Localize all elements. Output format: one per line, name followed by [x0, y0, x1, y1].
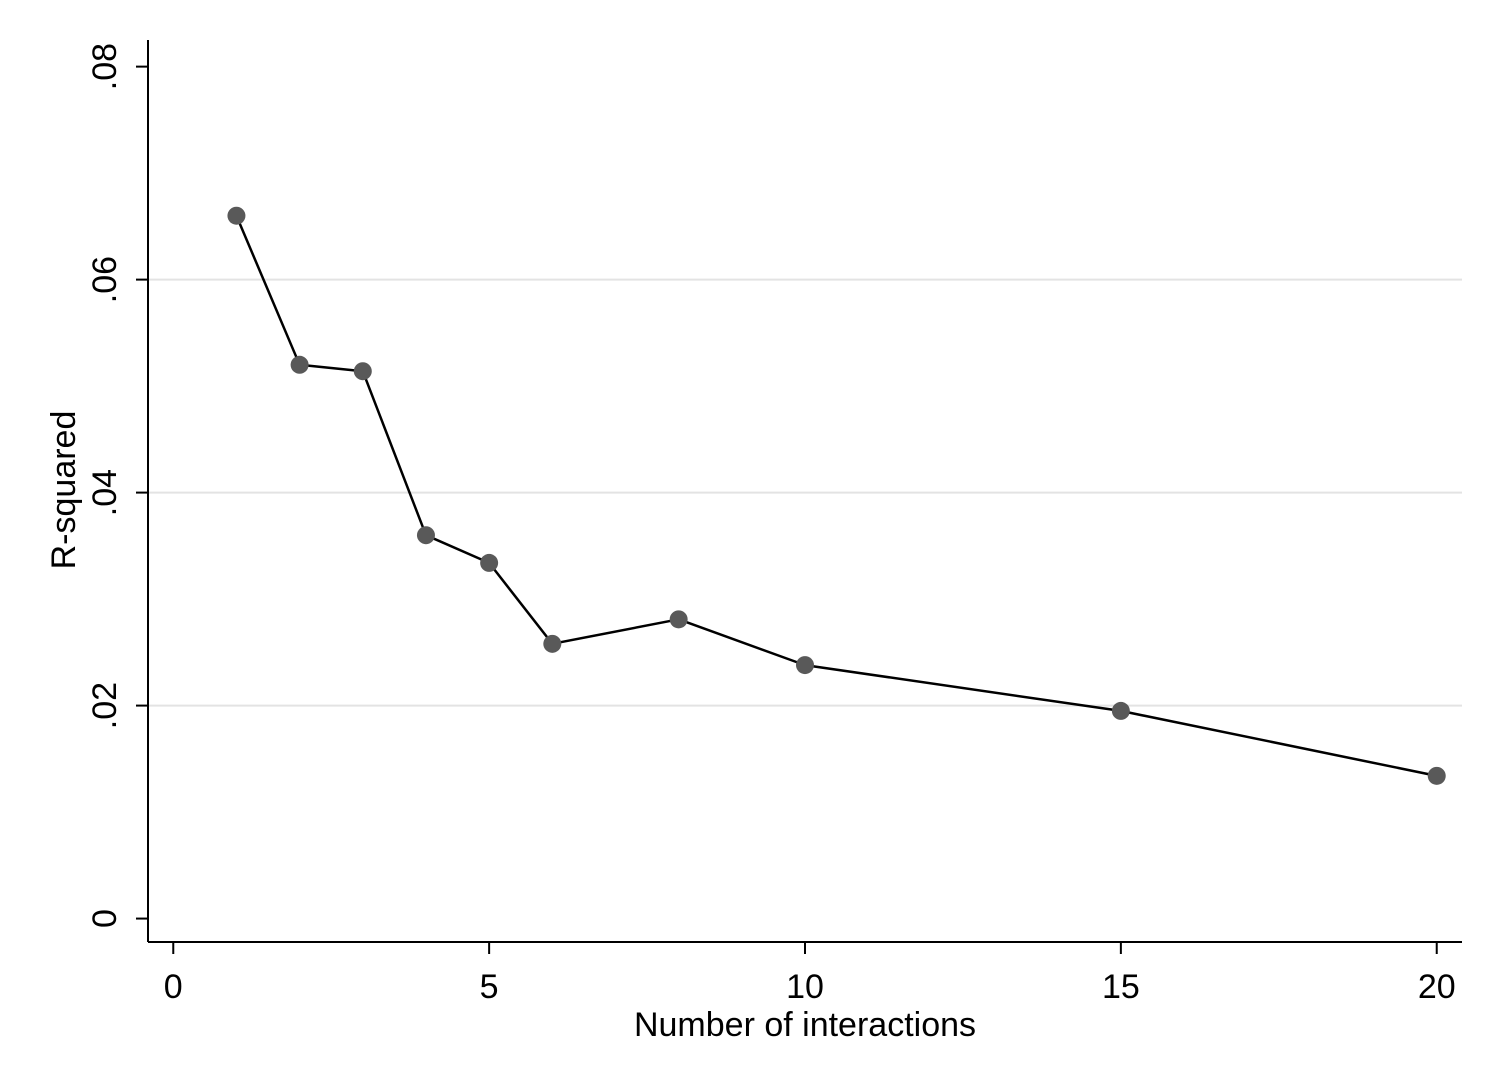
data-point [1427, 766, 1446, 785]
data-point [669, 610, 688, 629]
x-tick-label: 15 [1102, 968, 1140, 1006]
x-tick-label: 0 [164, 968, 183, 1006]
data-point [416, 526, 435, 545]
data-point [543, 634, 562, 653]
y-ticks: 0 .02 .04 .06 .08 [86, 43, 148, 928]
data-point [1111, 701, 1130, 720]
y-tick-label: .08 [86, 43, 124, 90]
x-tick-label: 10 [786, 968, 824, 1006]
series-line [235, 215, 1437, 778]
x-tick-label: 20 [1418, 968, 1456, 1006]
y-tick-label: 0 [86, 909, 124, 928]
data-point [796, 656, 814, 675]
y-axis-title: R-squared [45, 411, 83, 570]
x-axis-title: Number of interactions [634, 1006, 976, 1044]
x-tick-label: 5 [480, 968, 499, 1006]
y-tick-label: .06 [86, 256, 124, 303]
y-tick-label: .04 [86, 469, 124, 516]
series [227, 206, 1446, 785]
data-point [353, 362, 372, 381]
data-point [480, 553, 499, 572]
data-point [227, 206, 246, 225]
y-tick-label: .02 [86, 682, 124, 729]
data-point [290, 355, 309, 374]
grid-lines [149, 278, 1462, 707]
x-ticks: 0 5 10 15 20 [164, 942, 1456, 1006]
